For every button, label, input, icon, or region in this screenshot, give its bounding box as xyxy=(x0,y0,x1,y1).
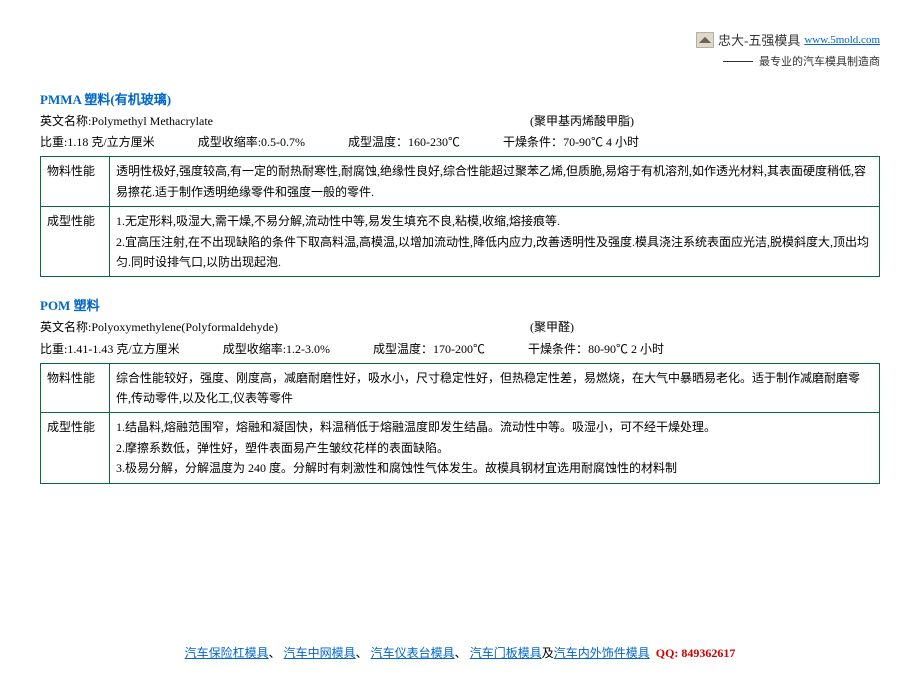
pom-shrink: 1.2-3.0% xyxy=(286,342,330,356)
table-row: 物料性能 综合性能较好，强度、刚度高，减磨耐磨性好，吸水小，尺寸稳定性好，但热稳… xyxy=(41,363,880,413)
shrink-label: 成型收缩率: xyxy=(223,342,286,356)
footer-link[interactable]: 汽车仪表台模具 xyxy=(371,646,455,660)
tagline-dash-icon xyxy=(723,61,753,62)
temp-label: 成型温度： xyxy=(348,135,408,149)
eng-label: 英文名称: xyxy=(40,114,91,128)
pom-table: 物料性能 综合性能较好，强度、刚度高，减磨耐磨性好，吸水小，尺寸稳定性好，但热稳… xyxy=(40,363,880,484)
pom-temp: 170-200℃ xyxy=(433,342,485,356)
pmma-density: 1.18 克/立方厘米 xyxy=(67,135,154,149)
pmma-section: PMMA 塑料(有机玻璃) 英文名称:Polymethyl Methacryla… xyxy=(40,89,880,277)
company-name: 忠大-五强模具 xyxy=(718,30,800,49)
pmma-moldprop-label: 成型性能 xyxy=(41,207,110,277)
joiner: 、 xyxy=(455,646,467,660)
pmma-dry: 70-90℃ 4 小时 xyxy=(563,135,639,149)
logo-icon: ◢◣ xyxy=(696,32,714,48)
and: 及 xyxy=(542,646,554,660)
pom-matprop-text1: 综合性能较好，强度、刚度高，减磨耐磨性好，吸水小，尺寸稳定性好，但热稳定性差，易… xyxy=(116,371,752,385)
eng-label: 英文名称: xyxy=(40,320,91,334)
pom-eng-row: 英文名称:Polyoxymethylene(Polyformaldehyde) … xyxy=(40,318,880,337)
pom-cn-name: (聚甲醛) xyxy=(530,318,574,337)
pmma-matprop-label: 物料性能 xyxy=(41,157,110,207)
joiner: 、 xyxy=(356,646,368,660)
pmma-cn-name: (聚甲基丙烯酸甲脂) xyxy=(530,112,634,131)
header-logo-line: ◢◣ 忠大-五强模具 www.5mold.com xyxy=(40,30,880,49)
pmma-matprop-text2: 适于制作透明绝缘零件和强度一般的零件. xyxy=(155,185,374,199)
density-label: 比重: xyxy=(40,342,67,356)
qq-contact: QQ: 849362617 xyxy=(656,646,736,660)
pmma-params: 比重:1.18 克/立方厘米 成型收缩率:0.5-0.7% 成型温度：160-2… xyxy=(40,133,880,152)
footer-link[interactable]: 汽车中网模具 xyxy=(284,646,356,660)
pom-eng-name: Polyoxymethylene(Polyformaldehyde) xyxy=(91,320,278,334)
table-row: 成型性能 1.无定形料,吸湿大,需干燥,不易分解,流动性中等,易发生填充不良,粘… xyxy=(41,207,880,277)
pmma-shrink: 0.5-0.7% xyxy=(261,135,305,149)
dry-label: 干燥条件： xyxy=(528,342,588,356)
table-row: 物料性能 透明性极好,强度较高,有一定的耐热耐寒性,耐腐蚀,绝缘性良好,综合性能… xyxy=(41,157,880,207)
footer-link[interactable]: 汽车门板模具 xyxy=(470,646,542,660)
pom-moldprop-text: 1.结晶料,熔融范围窄，熔融和凝固快，料温稍低于熔融温度即发生结晶。流动性中等。… xyxy=(110,413,880,483)
pom-density: 1.41-1.43 克/立方厘米 xyxy=(67,342,179,356)
pom-section: POM 塑料 英文名称:Polyoxymethylene(Polyformald… xyxy=(40,295,880,483)
pmma-table: 物料性能 透明性极好,强度较高,有一定的耐热耐寒性,耐腐蚀,绝缘性良好,综合性能… xyxy=(40,156,880,277)
footer-link[interactable]: 汽车内外饰件模具 xyxy=(554,646,650,660)
tagline-text: 最专业的汽车模具制造商 xyxy=(759,53,880,69)
page-footer: 汽车保险杠模具、 汽车中网模具、 汽车仪表台模具、 汽车门板模具及汽车内外饰件模… xyxy=(40,644,880,661)
joiner: 、 xyxy=(269,646,281,660)
pom-dry: 80-90℃ 2 小时 xyxy=(588,342,664,356)
pom-params: 比重:1.41-1.43 克/立方厘米 成型收缩率:1.2-3.0% 成型温度：… xyxy=(40,340,880,359)
pmma-title: PMMA 塑料(有机玻璃) xyxy=(40,89,880,108)
pmma-eng-row: 英文名称:Polymethyl Methacrylate (聚甲基丙烯酸甲脂) xyxy=(40,112,880,131)
page-header: ◢◣ 忠大-五强模具 www.5mold.com 最专业的汽车模具制造商 xyxy=(40,30,880,69)
header-url-link[interactable]: www.5mold.com xyxy=(804,34,880,46)
dry-label: 干燥条件： xyxy=(503,135,563,149)
pmma-temp: 160-230℃ xyxy=(408,135,460,149)
pmma-eng-name: Polymethyl Methacrylate xyxy=(91,114,213,128)
pom-moldprop-label: 成型性能 xyxy=(41,413,110,483)
pom-matprop-label: 物料性能 xyxy=(41,363,110,413)
pom-matprop-text: 综合性能较好，强度、刚度高，减磨耐磨性好，吸水小，尺寸稳定性好，但热稳定性差，易… xyxy=(110,363,880,413)
shrink-label: 成型收缩率: xyxy=(198,135,261,149)
pmma-matprop-text: 透明性极好,强度较高,有一定的耐热耐寒性,耐腐蚀,绝缘性良好,综合性能超过聚苯乙… xyxy=(110,157,880,207)
header-tagline: 最专业的汽车模具制造商 xyxy=(40,53,880,69)
table-row: 成型性能 1.结晶料,熔融范围窄，熔融和凝固快，料温稍低于熔融温度即发生结晶。流… xyxy=(41,413,880,483)
temp-label: 成型温度： xyxy=(373,342,433,356)
footer-link[interactable]: 汽车保险杠模具 xyxy=(185,646,269,660)
pmma-moldprop-text: 1.无定形料,吸湿大,需干燥,不易分解,流动性中等,易发生填充不良,粘模,收缩,… xyxy=(110,207,880,277)
pom-title: POM 塑料 xyxy=(40,295,880,314)
density-label: 比重: xyxy=(40,135,67,149)
